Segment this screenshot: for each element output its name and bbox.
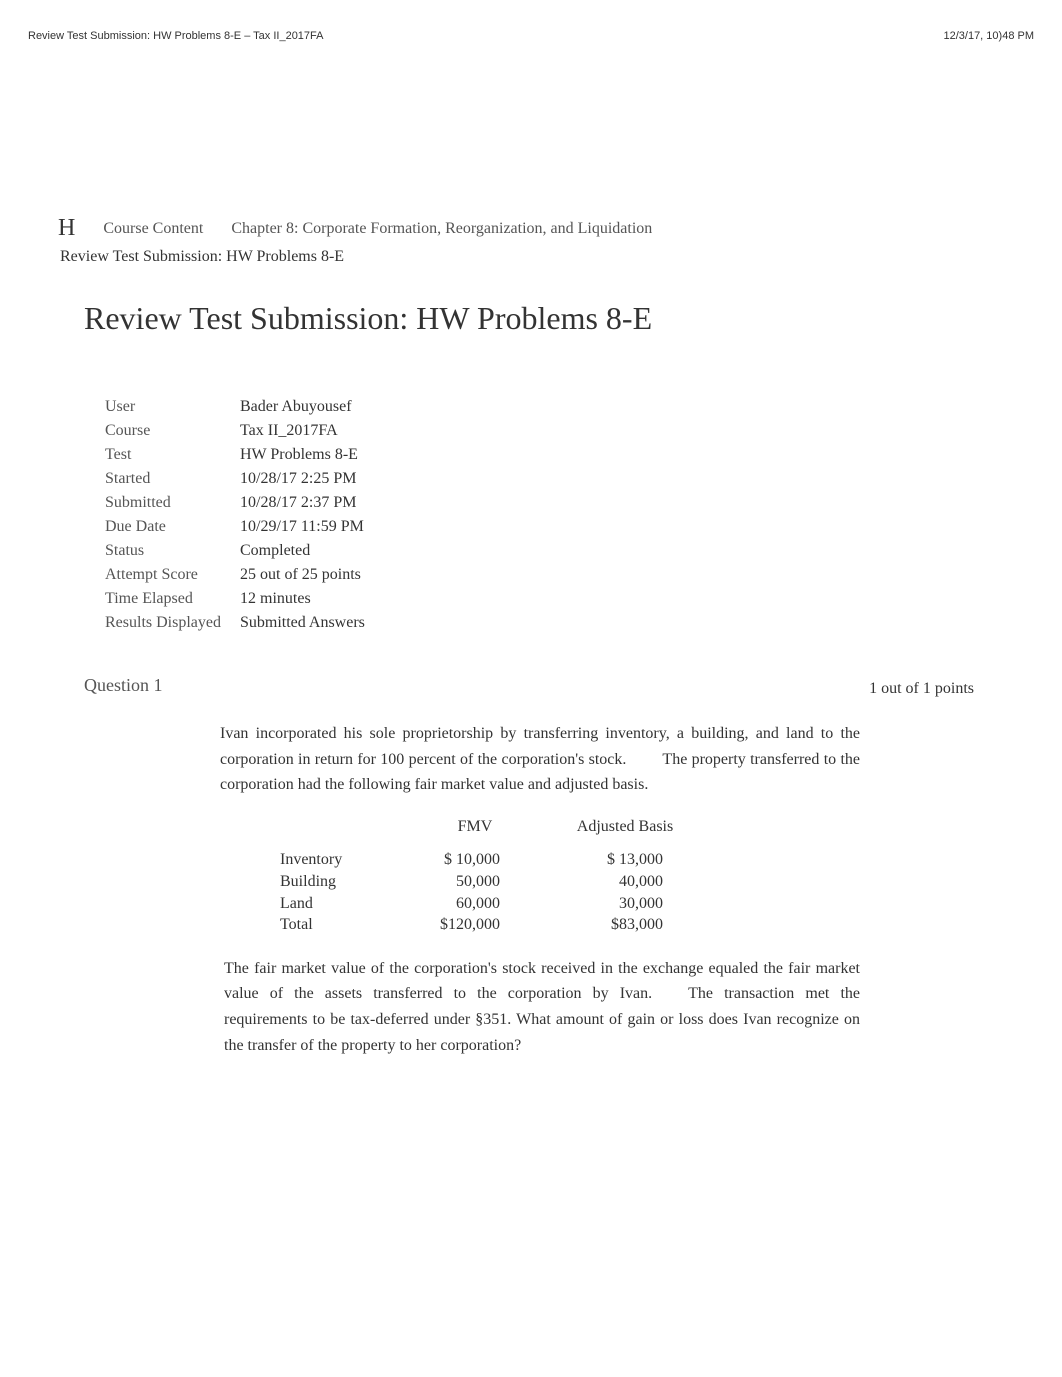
table-row: Inventory $ 10,000 $ 13,000	[280, 849, 860, 871]
property-label: Inventory	[280, 849, 405, 871]
page-header-left: Review Test Submission: HW Problems 8-E …	[28, 30, 324, 42]
table-row: Total $120,000 $83,000	[280, 914, 860, 936]
question-body: Ivan incorporated his sole proprietorshi…	[220, 721, 860, 1058]
info-value: 10/28/17 2:37 PM	[240, 494, 356, 512]
fmv-header: FMV	[405, 814, 545, 840]
property-basis: $ 13,000	[545, 849, 705, 871]
info-label: User	[105, 398, 240, 416]
info-value: HW Problems 8-E	[240, 446, 358, 464]
table-spacer	[280, 814, 405, 840]
info-row-attempt: Attempt Score 25 out of 25 points	[105, 566, 365, 584]
info-row-submitted: Submitted 10/28/17 2:37 PM	[105, 494, 365, 512]
property-basis: 30,000	[545, 893, 705, 915]
property-fmv: 60,000	[405, 893, 545, 915]
property-fmv: $120,000	[405, 914, 545, 936]
basis-header: Adjusted Basis	[545, 814, 705, 840]
info-label: Attempt Score	[105, 566, 240, 584]
home-icon[interactable]: H	[58, 215, 75, 242]
breadcrumb-chapter[interactable]: Chapter 8: Corporate Formation, Reorgani…	[231, 220, 652, 238]
info-value: 10/28/17 2:25 PM	[240, 470, 356, 488]
info-row-user: User Bader Abuyousef	[105, 398, 365, 416]
property-label: Land	[280, 893, 405, 915]
info-value: 25 out of 25 points	[240, 566, 361, 584]
info-value: Completed	[240, 542, 310, 560]
info-row-duedate: Due Date 10/29/17 11:59 PM	[105, 518, 365, 536]
property-fmv: $ 10,000	[405, 849, 545, 871]
info-row-course: Course Tax II_2017FA	[105, 422, 365, 440]
info-row-elapsed: Time Elapsed 12 minutes	[105, 590, 365, 608]
property-basis: 40,000	[545, 871, 705, 893]
question-paragraph-1: Ivan incorporated his sole proprietorshi…	[220, 721, 860, 798]
property-table: FMV Adjusted Basis Inventory $ 10,000 $ …	[280, 814, 860, 936]
info-row-test: Test HW Problems 8-E	[105, 446, 365, 464]
info-label: Test	[105, 446, 240, 464]
page-header-right: 12/3/17, 10)48 PM	[943, 30, 1034, 42]
info-label: Started	[105, 470, 240, 488]
table-row: Building 50,000 40,000	[280, 871, 860, 893]
breadcrumb: H Course Content Chapter 8: Corporate Fo…	[58, 215, 652, 242]
info-row-results: Results Displayed Submitted Answers	[105, 614, 365, 632]
property-table-header: FMV Adjusted Basis	[280, 814, 860, 840]
info-label: Submitted	[105, 494, 240, 512]
submission-info-table: User Bader Abuyousef Course Tax II_2017F…	[105, 398, 365, 638]
info-label: Time Elapsed	[105, 590, 240, 608]
info-label: Status	[105, 542, 240, 560]
info-value: Bader Abuyousef	[240, 398, 352, 416]
property-label: Building	[280, 871, 405, 893]
breadcrumb-current: Review Test Submission: HW Problems 8-E	[60, 248, 344, 266]
question-paragraph-2: The fair market value of the corporation…	[220, 956, 860, 1058]
property-basis: $83,000	[545, 914, 705, 936]
breadcrumb-course-content[interactable]: Course Content	[103, 220, 203, 238]
info-label: Due Date	[105, 518, 240, 536]
question-points: 1 out of 1 points	[869, 680, 974, 698]
page-title: Review Test Submission: HW Problems 8-E	[84, 300, 652, 337]
info-row-status: Status Completed	[105, 542, 365, 560]
info-label: Course	[105, 422, 240, 440]
info-value: 12 minutes	[240, 590, 311, 608]
info-value: Tax II_2017FA	[240, 422, 338, 440]
property-fmv: 50,000	[405, 871, 545, 893]
info-value: Submitted Answers	[240, 614, 365, 632]
table-row: Land 60,000 30,000	[280, 893, 860, 915]
info-label: Results Displayed	[105, 614, 240, 632]
question-header: Question 1	[84, 675, 163, 696]
info-row-started: Started 10/28/17 2:25 PM	[105, 470, 365, 488]
info-value: 10/29/17 11:59 PM	[240, 518, 364, 536]
property-label: Total	[280, 914, 405, 936]
